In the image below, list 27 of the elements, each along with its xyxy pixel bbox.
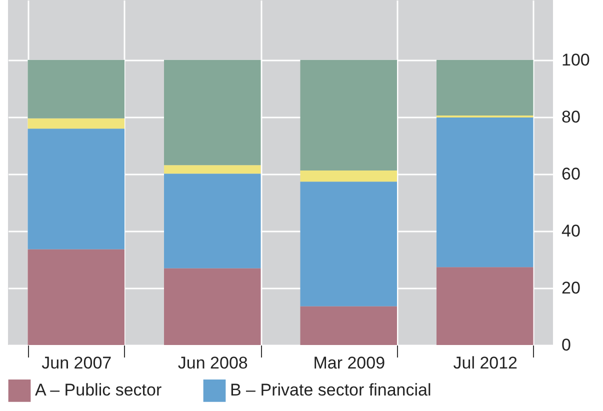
bar (300, 182, 397, 306)
bar (28, 118, 124, 129)
y-tick-label: 20 (562, 278, 580, 298)
bar (164, 268, 261, 345)
bar (300, 170, 397, 182)
bar (300, 60, 397, 171)
x-tick-label: Mar 2009 (313, 354, 386, 372)
y-tick-label: 80 (562, 107, 580, 126)
legend-label: A – Public sector (35, 380, 162, 400)
bar (164, 60, 261, 166)
y-tick-label: 40 (562, 221, 580, 240)
bar (300, 306, 397, 345)
bar (28, 249, 124, 345)
bar (436, 117, 534, 268)
y-tick-label: 100 (562, 50, 590, 70)
y-tick-label: 60 (562, 164, 580, 184)
x-tick-label: Jun 2007 (42, 354, 112, 372)
bar (164, 174, 261, 268)
x-tick-label: Jun 2008 (178, 354, 248, 372)
bar (436, 60, 534, 116)
y-tick-label: 0 (562, 336, 571, 354)
legend-label: B – Private sector financial (230, 380, 432, 400)
bar (28, 60, 124, 118)
bar (164, 165, 261, 174)
bar (28, 128, 124, 250)
x-tick-label: Jul 2012 (453, 354, 518, 372)
bar (436, 267, 534, 345)
